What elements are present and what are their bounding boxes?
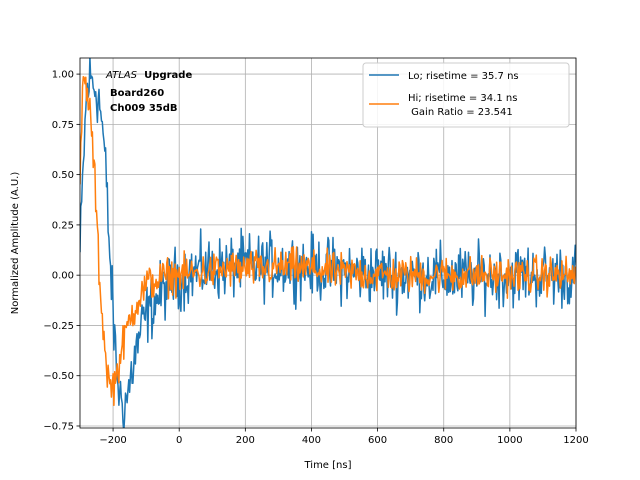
legend-label-hi-line2: Gain Ratio = 23.541 (408, 107, 513, 118)
annotation-upgrade: Upgrade (144, 70, 192, 81)
x-tick-label: 1000 (497, 435, 522, 446)
x-axis: −200 0 200 400 600 800 1000 1200 (99, 428, 589, 446)
legend-box (362, 62, 570, 128)
atlas-annotation: ATLAS Upgrade Board260 Ch009 35dB (105, 70, 192, 114)
y-tick-label: 0.50 (52, 170, 74, 181)
x-tick-label: 600 (368, 435, 387, 446)
x-tick-label: 400 (302, 435, 321, 446)
y-tick-label: −0.25 (43, 321, 74, 332)
x-axis-label: Time [ns] (303, 460, 351, 471)
x-tick-label: 800 (434, 435, 453, 446)
x-tick-label: 1200 (563, 435, 588, 446)
x-tick-label: 0 (176, 435, 182, 446)
annotation-channel: Ch009 35dB (110, 103, 178, 114)
legend-label-hi: Hi; risetime = 34.1 ns Gain Ratio = 23.5… (408, 93, 521, 118)
legend: Lo; risetime = 35.7 ns Hi; risetime = 34… (362, 62, 570, 128)
legend-label-hi-line1: Hi; risetime = 34.1 ns (408, 93, 517, 104)
x-tick-label: 200 (236, 435, 255, 446)
annotation-line-1: ATLAS Upgrade (105, 70, 192, 81)
series-layer (80, 58, 576, 428)
y-tick-label: 0.00 (52, 271, 74, 282)
series-line-hi (80, 75, 576, 407)
y-axis-label: Normalized Amplitude (A.U.) (10, 172, 21, 315)
y-tick-label: 0.75 (52, 120, 74, 131)
y-tick-label: −0.75 (43, 421, 74, 432)
legend-label-lo: Lo; risetime = 35.7 ns (408, 71, 519, 82)
plot-frame (79, 57, 577, 429)
y-tick-label: 0.25 (52, 220, 74, 231)
y-tick-label: −0.50 (43, 371, 74, 382)
x-tick-label: −200 (99, 435, 126, 446)
y-axis: −0.75 −0.50 −0.25 0.00 0.25 0.50 0.75 1.00 (43, 70, 80, 432)
annotation-atlas: ATLAS (105, 70, 138, 81)
y-tick-label: 1.00 (52, 70, 74, 81)
annotation-board: Board260 (110, 88, 164, 99)
